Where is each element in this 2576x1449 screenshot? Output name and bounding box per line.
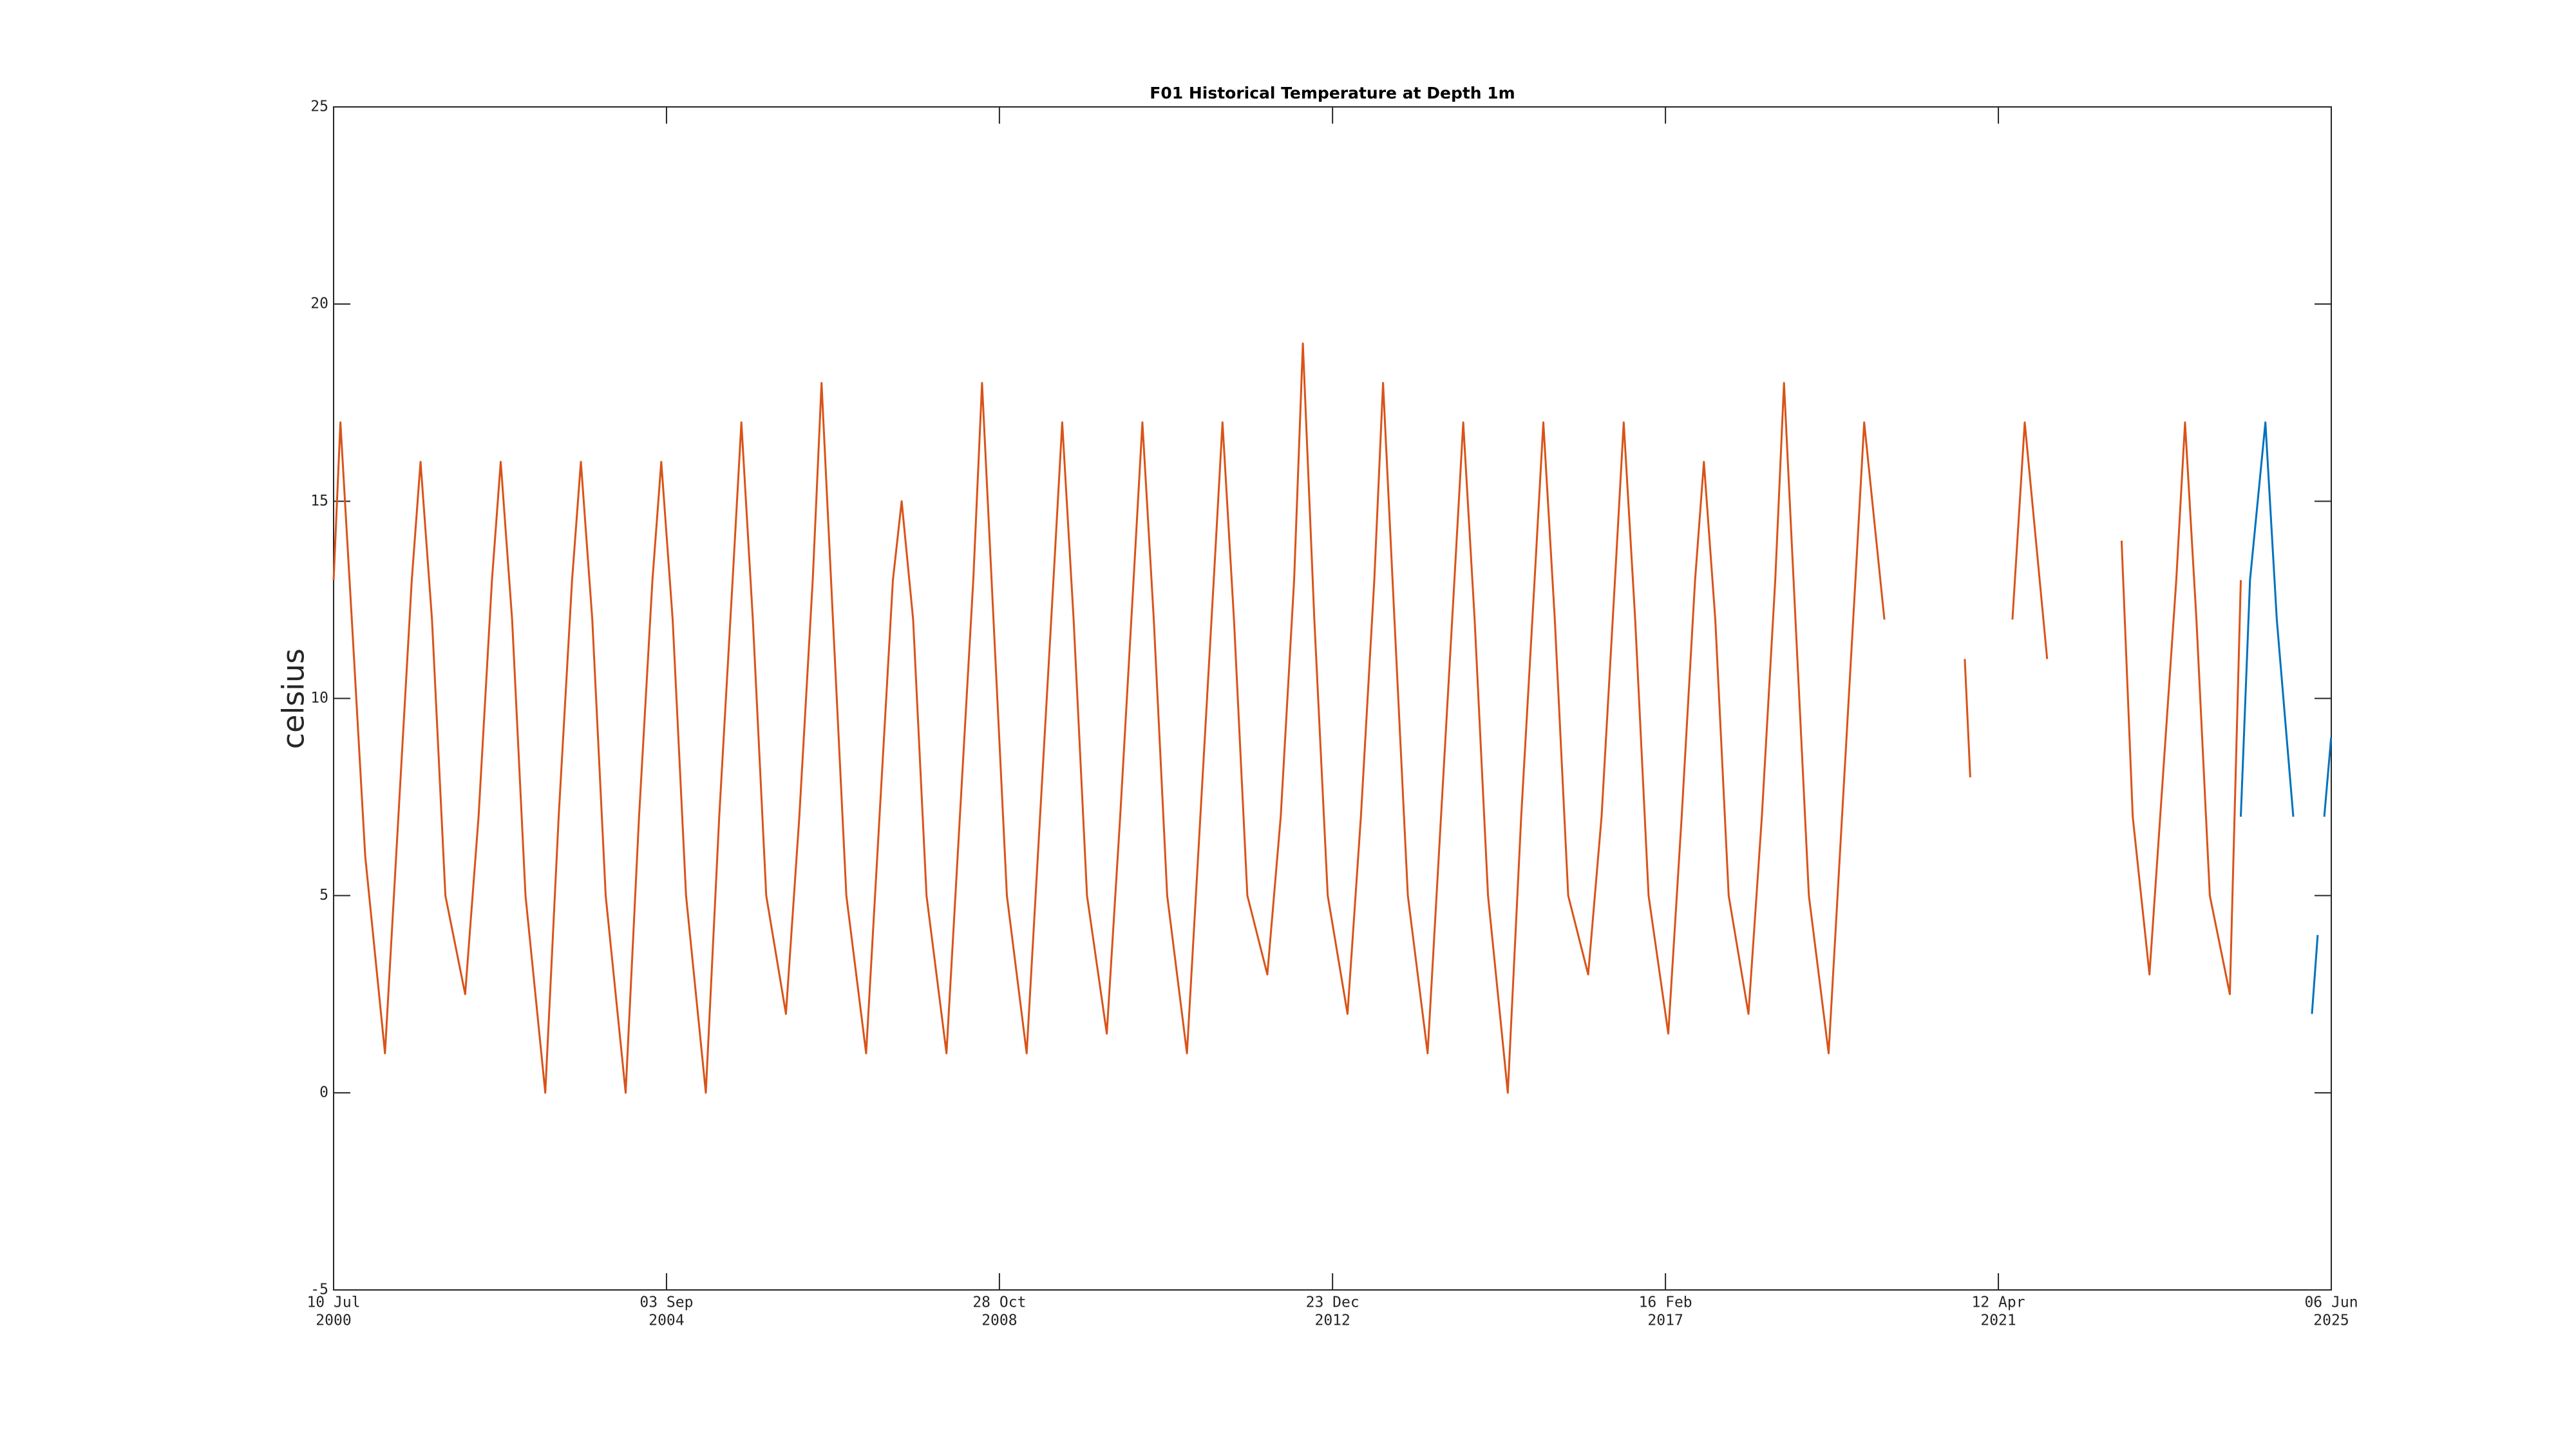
y-tick-label: 20 [310, 296, 328, 312]
x-tick-label: 06 Jun [2304, 1294, 2358, 1311]
y-tick-label: -5 [310, 1282, 328, 1298]
x-tick-label: 2021 [1980, 1312, 2016, 1329]
y-tick-label: 10 [310, 690, 328, 706]
y-tick-label: 15 [310, 493, 328, 509]
y-tick-label: 5 [319, 887, 328, 904]
x-tick-label: 16 Feb [1639, 1294, 1692, 1311]
x-tick-label: 12 Apr [1972, 1294, 2025, 1311]
x-tick-label: 2025 [2313, 1312, 2349, 1329]
temperature-line [332, 342, 2242, 1094]
y-tick-label: 25 [310, 99, 328, 115]
y-axis-label: celsius [276, 649, 311, 749]
x-tick-label: 2004 [649, 1312, 684, 1329]
x-tick-label: 03 Sep [639, 1294, 693, 1311]
x-tick-label: 2000 [316, 1312, 351, 1329]
x-tick-label: 2017 [1647, 1312, 1683, 1329]
y-tick-label: 0 [319, 1084, 328, 1101]
x-tick-label: 23 Dec [1306, 1294, 1359, 1311]
chart-title: F01 Historical Temperature at Depth 1m [1150, 84, 1515, 102]
x-tick-label: 28 Oct [972, 1294, 1026, 1311]
x-tick-label: 2012 [1314, 1312, 1350, 1329]
temperature-line [2240, 421, 2333, 1014]
x-tick-label: 10 Jul [307, 1294, 360, 1311]
x-tick-label: 2008 [981, 1312, 1017, 1329]
